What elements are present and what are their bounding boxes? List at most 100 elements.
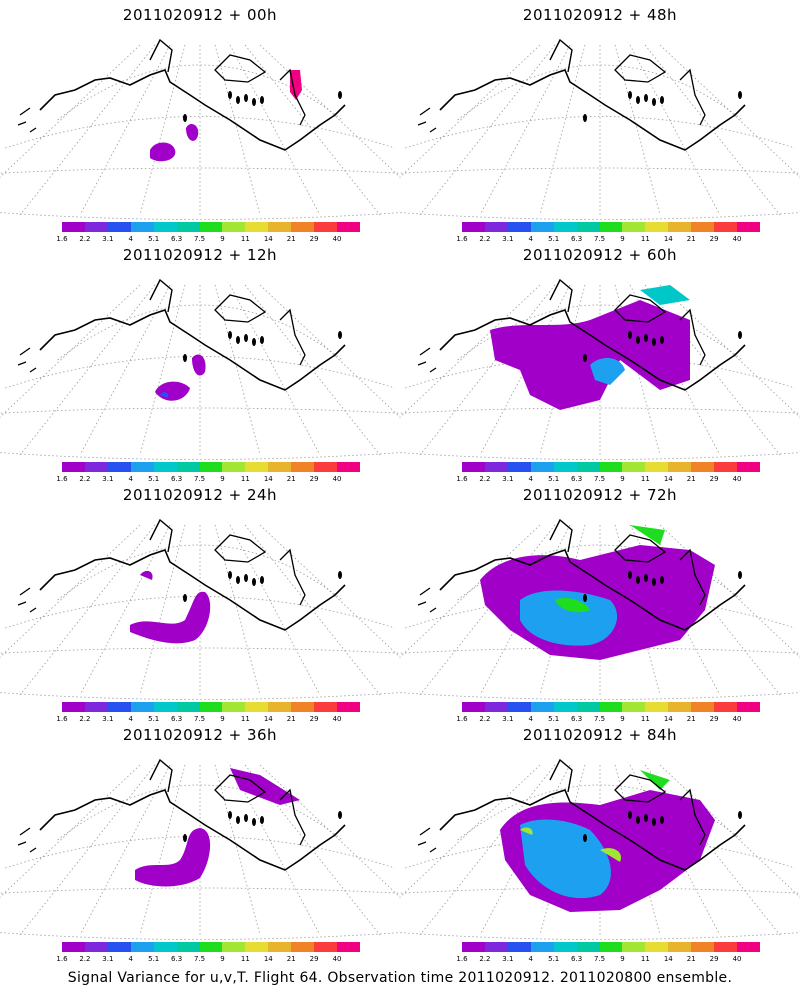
signal-field <box>490 285 690 410</box>
panel-title: 2011020912 + 72h <box>522 486 678 504</box>
colorbar-label: 21 <box>686 235 696 243</box>
signal-contour <box>186 124 199 141</box>
colorbar-swatch <box>291 462 315 472</box>
colorbar-swatch <box>199 702 223 712</box>
map-plot <box>400 518 800 700</box>
colorbar-swatch <box>645 222 669 232</box>
colorbar-label: 21 <box>286 475 296 483</box>
coastline <box>417 38 746 151</box>
signal-contour <box>140 570 153 580</box>
colorbar-swatch <box>107 942 131 952</box>
colorbar-swatch <box>714 942 738 952</box>
colorbar-label: 3.1 <box>102 955 114 963</box>
colorbar-label: 29 <box>309 235 319 243</box>
colorbar-labels: 1.6 2.2 3.1 4 5.1 6.3 7.5 9 11 14 21 29 40 <box>448 715 760 725</box>
colorbar-swatch <box>462 942 485 952</box>
colorbar-swatch <box>314 942 338 952</box>
signal-contour <box>520 590 618 646</box>
colorbar-swatch <box>691 942 715 952</box>
colorbar-swatch <box>645 462 669 472</box>
colorbar-swatch <box>314 462 338 472</box>
colorbar-label: 7.5 <box>193 475 206 483</box>
colorbar-label: 21 <box>286 715 296 723</box>
colorbar-swatch <box>130 462 154 472</box>
colorbar-swatch <box>622 462 646 472</box>
colorbar-swatch <box>268 942 292 952</box>
colorbar-label: 11 <box>640 475 650 483</box>
colorbar-swatch <box>622 702 646 712</box>
colorbar-swatch <box>576 942 600 952</box>
colorbar-label: 1.6 <box>56 475 68 483</box>
colorbar-swatch <box>737 942 760 952</box>
colorbar-label: 14 <box>663 475 673 483</box>
colorbar-label: 1.6 <box>56 235 68 243</box>
colorbar-swatch <box>176 942 200 952</box>
colorbar-label: 14 <box>663 715 673 723</box>
colorbar-label: 4 <box>128 955 133 963</box>
colorbar-swatch <box>622 222 646 232</box>
colorbar-swatch <box>507 222 531 232</box>
colorbar-label: 5.1 <box>148 955 160 963</box>
colorbar-swatch <box>668 222 692 232</box>
colorbar-swatch <box>691 222 715 232</box>
colorbar-swatch <box>737 462 760 472</box>
colorbar-swatch <box>107 462 131 472</box>
colorbar-label: 11 <box>640 235 650 243</box>
colorbar-swatch <box>130 942 154 952</box>
colorbar-label: 7.5 <box>593 955 606 963</box>
panel-title: 2011020912 + 36h <box>122 726 278 744</box>
signal-contour <box>135 828 211 887</box>
colorbar-label: 9 <box>620 955 625 963</box>
colorbar-swatch <box>337 222 360 232</box>
map-panel-36h: 2011020912 + 36h 1.6 2.2 3.1 4 5.1 6.3 7.5 9 11 1… <box>0 720 400 963</box>
map-plot <box>0 758 400 940</box>
colorbar-label: 5.1 <box>148 235 160 243</box>
colorbar-label: 5.1 <box>148 715 160 723</box>
colorbar-swatch <box>530 462 554 472</box>
colorbar-label: 11 <box>240 955 250 963</box>
colorbar-label: 9 <box>220 235 225 243</box>
colorbar-swatch <box>107 222 131 232</box>
colorbar-swatch <box>153 462 177 472</box>
colorbar-label: 3.1 <box>502 475 514 483</box>
colorbar-swatch <box>553 702 577 712</box>
colorbar-swatch <box>691 462 715 472</box>
colorbar-swatch <box>668 702 692 712</box>
colorbar-swatch <box>245 462 269 472</box>
map-panel-00h: 2011020912 + 00h 1.6 2.2 3.1 4 5.1 6.3 7.5 9 11 1… <box>0 0 400 243</box>
colorbar <box>62 702 360 712</box>
colorbar-swatch <box>153 702 177 712</box>
map-plot <box>400 38 800 220</box>
colorbar <box>462 462 760 472</box>
colorbar-label: 6.3 <box>171 955 183 963</box>
colorbar-label: 6.3 <box>571 955 583 963</box>
colorbar-label: 9 <box>620 475 625 483</box>
colorbar-label: 6.3 <box>171 475 183 483</box>
coastline <box>17 758 346 871</box>
colorbar-swatch <box>222 222 246 232</box>
colorbar-swatch <box>62 462 85 472</box>
colorbar-label: 7.5 <box>593 715 606 723</box>
colorbar-label: 29 <box>309 955 319 963</box>
colorbar-swatch <box>691 702 715 712</box>
colorbar-swatch <box>314 222 338 232</box>
colorbar-swatch <box>107 702 131 712</box>
colorbar-labels: 1.6 2.2 3.1 4 5.1 6.3 7.5 9 11 14 21 29 40 <box>448 235 760 245</box>
colorbar-label: 6.3 <box>571 715 583 723</box>
colorbar-label: 40 <box>732 955 742 963</box>
colorbar-labels: 1.6 2.2 3.1 4 5.1 6.3 7.5 9 11 14 21 29 40 <box>448 475 760 485</box>
colorbar-label: 7.5 <box>593 235 606 243</box>
signal-contour <box>590 358 625 385</box>
colorbar-swatch <box>291 222 315 232</box>
colorbar-swatch <box>553 942 577 952</box>
colorbar-label: 9 <box>220 715 225 723</box>
colorbar-swatch <box>245 222 269 232</box>
colorbar-labels: 1.6 2.2 3.1 4 5.1 6.3 7.5 9 11 14 21 29 40 <box>448 955 760 965</box>
colorbar-swatch <box>84 702 108 712</box>
colorbar-swatch <box>599 462 623 472</box>
map-plot <box>0 518 400 700</box>
colorbar-label: 1.6 <box>456 955 468 963</box>
colorbar-swatch <box>576 462 600 472</box>
signal-contour <box>555 598 590 613</box>
colorbar-swatch <box>222 942 246 952</box>
